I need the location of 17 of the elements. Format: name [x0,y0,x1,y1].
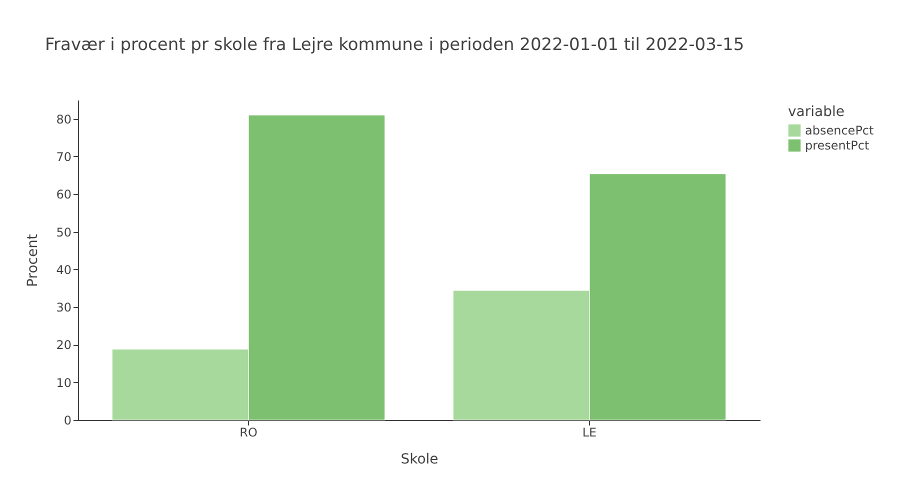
y-tick-label: 10 [56,376,72,390]
x-tick-label: RO [240,426,258,440]
legend-title: variable [788,104,844,120]
x-axis-title: Skole [400,452,438,468]
y-tick-label: 0 [64,414,72,428]
y-tick-label: 60 [56,188,72,202]
y-axis-title: Procent [25,234,42,287]
y-tick-label: 50 [56,225,72,240]
legend-label: absencePct [805,124,874,138]
chart-title: Fravær i procent pr skole fra Lejre kommune i perioden 2022-01-01 til 2022-03-15 [45,35,744,55]
y-tick-label: 80 [56,112,72,126]
x-tick-label: LE [582,426,597,440]
y-tick-label: 40 [56,262,72,277]
legend-label: presentPct [805,138,870,152]
y-tick-label: 20 [56,338,72,352]
y-tick-label: 30 [56,300,72,315]
y-tick-label: 70 [56,150,72,164]
